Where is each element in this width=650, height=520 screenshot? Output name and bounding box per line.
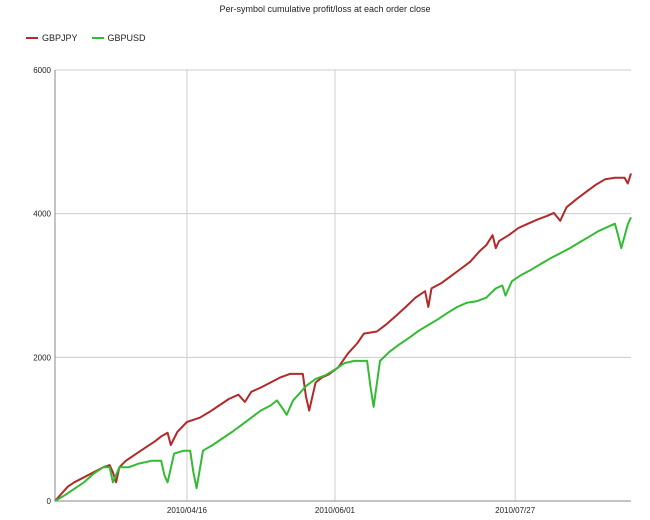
axes	[54, 70, 631, 502]
series-line-gbpjpy	[54, 173, 632, 502]
y-tick-label-0: 0	[47, 497, 52, 506]
legend-item-gbpusd: GBPUSD	[91, 33, 146, 43]
chart-title: Per-symbol cumulative profit/loss at eac…	[219, 4, 431, 14]
legend: GBPJPY GBPUSD	[26, 33, 146, 43]
y-tick-label-3: 6000	[33, 66, 51, 75]
y-tick-label-1: 2000	[33, 353, 51, 362]
tick-labels: 0 2000 4000 6000 2010/04/16 2010/06/01 2010/07…	[33, 66, 536, 515]
y-tick-label-2: 4000	[33, 210, 51, 219]
x-tick-label-0: 2010/04/16	[167, 506, 208, 515]
legend-swatch-gbpusd	[91, 37, 104, 39]
grid	[55, 69, 631, 501]
legend-swatch-gbpjpy	[26, 37, 38, 39]
legend-label-gbpusd: GBPUSD	[107, 33, 146, 43]
legend-label-gbpjpy: GBPJPY	[42, 33, 78, 43]
series-line-gbpusd	[54, 216, 632, 502]
series-group	[54, 173, 632, 502]
legend-item-gbpjpy: GBPJPY	[26, 33, 78, 43]
x-tick-label-1: 2010/06/01	[315, 506, 356, 515]
x-tick-label-2: 2010/07/27	[495, 506, 536, 515]
